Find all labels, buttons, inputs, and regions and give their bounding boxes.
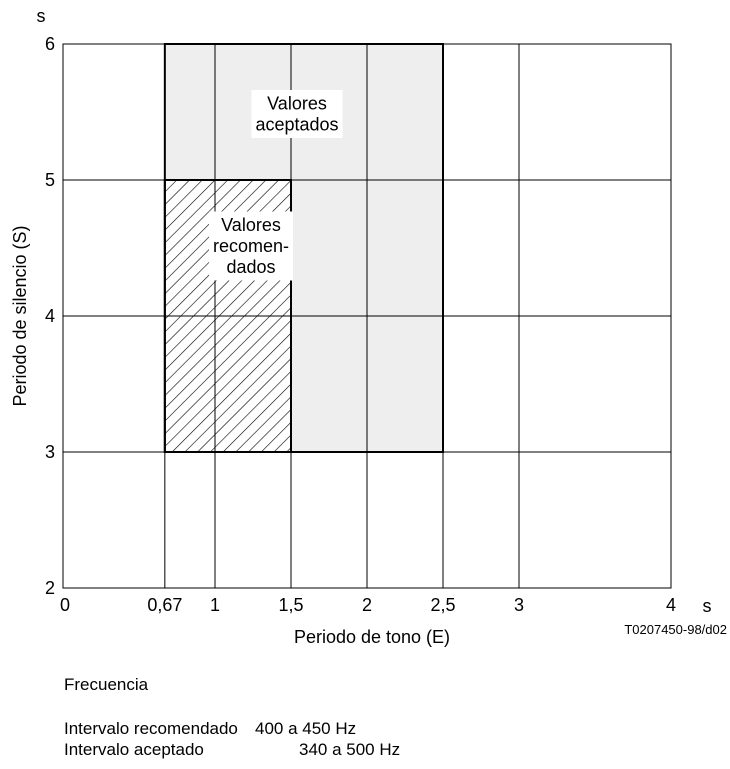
region-label-line: dados <box>226 257 275 277</box>
y-tick-label: 5 <box>45 170 55 190</box>
y-tick-label: 4 <box>45 306 55 326</box>
region-label-line: Valores <box>221 215 281 235</box>
region-label-bg <box>208 211 294 281</box>
notes-row-label: Intervalo recomendado <box>64 719 238 738</box>
x-axis-unit: s <box>703 596 712 616</box>
notes-row-label: Intervalo aceptado <box>64 740 204 759</box>
x-tick-label: 0 <box>60 595 70 615</box>
x-tick-label: 0,67 <box>147 595 182 615</box>
x-tick-label: 3 <box>514 595 524 615</box>
x-axis-label: Periodo de tono (E) <box>294 627 450 647</box>
notes-row: Intervalo aceptado 340 a 500 Hz <box>64 739 400 760</box>
y-tick-label: 3 <box>45 442 55 462</box>
x-tick-label: 2,5 <box>430 595 455 615</box>
region-border <box>163 179 292 453</box>
x-tick-label: 4 <box>666 595 676 615</box>
region-label-line: aceptados <box>255 115 338 135</box>
grid-layer <box>62 43 672 589</box>
region-label-line: recomen- <box>213 236 289 256</box>
figure-code: T0207450-98/d02 <box>624 622 727 637</box>
x-tick-label: 1,5 <box>278 595 303 615</box>
frequency-title: Frecuencia <box>64 675 149 694</box>
y-axis-unit: s <box>37 6 46 26</box>
x-tick-label: 2 <box>362 595 372 615</box>
y-tick-label: 6 <box>45 34 55 54</box>
region-label-line: Valores <box>267 94 327 114</box>
x-tick-label: 1 <box>210 595 220 615</box>
notes-row: Intervalo recomendado 400 a 450 Hz <box>64 718 400 739</box>
y-tick-label: 2 <box>45 578 55 598</box>
notes-row-value: 400 a 450 Hz <box>255 719 357 738</box>
y-axis-label: Periodo de silencio (S) <box>10 225 30 406</box>
ticks-layer: 0 0,67 1 1,5 2 2,5 3 4 2 3 4 5 6 <box>45 34 676 615</box>
region-borders <box>163 43 444 453</box>
region-label-bg <box>251 90 343 138</box>
frequency-notes: Frecuencia Intervalo recomendado 400 a 4… <box>64 674 400 760</box>
notes-row-value: 340 a 500 Hz <box>299 740 401 759</box>
